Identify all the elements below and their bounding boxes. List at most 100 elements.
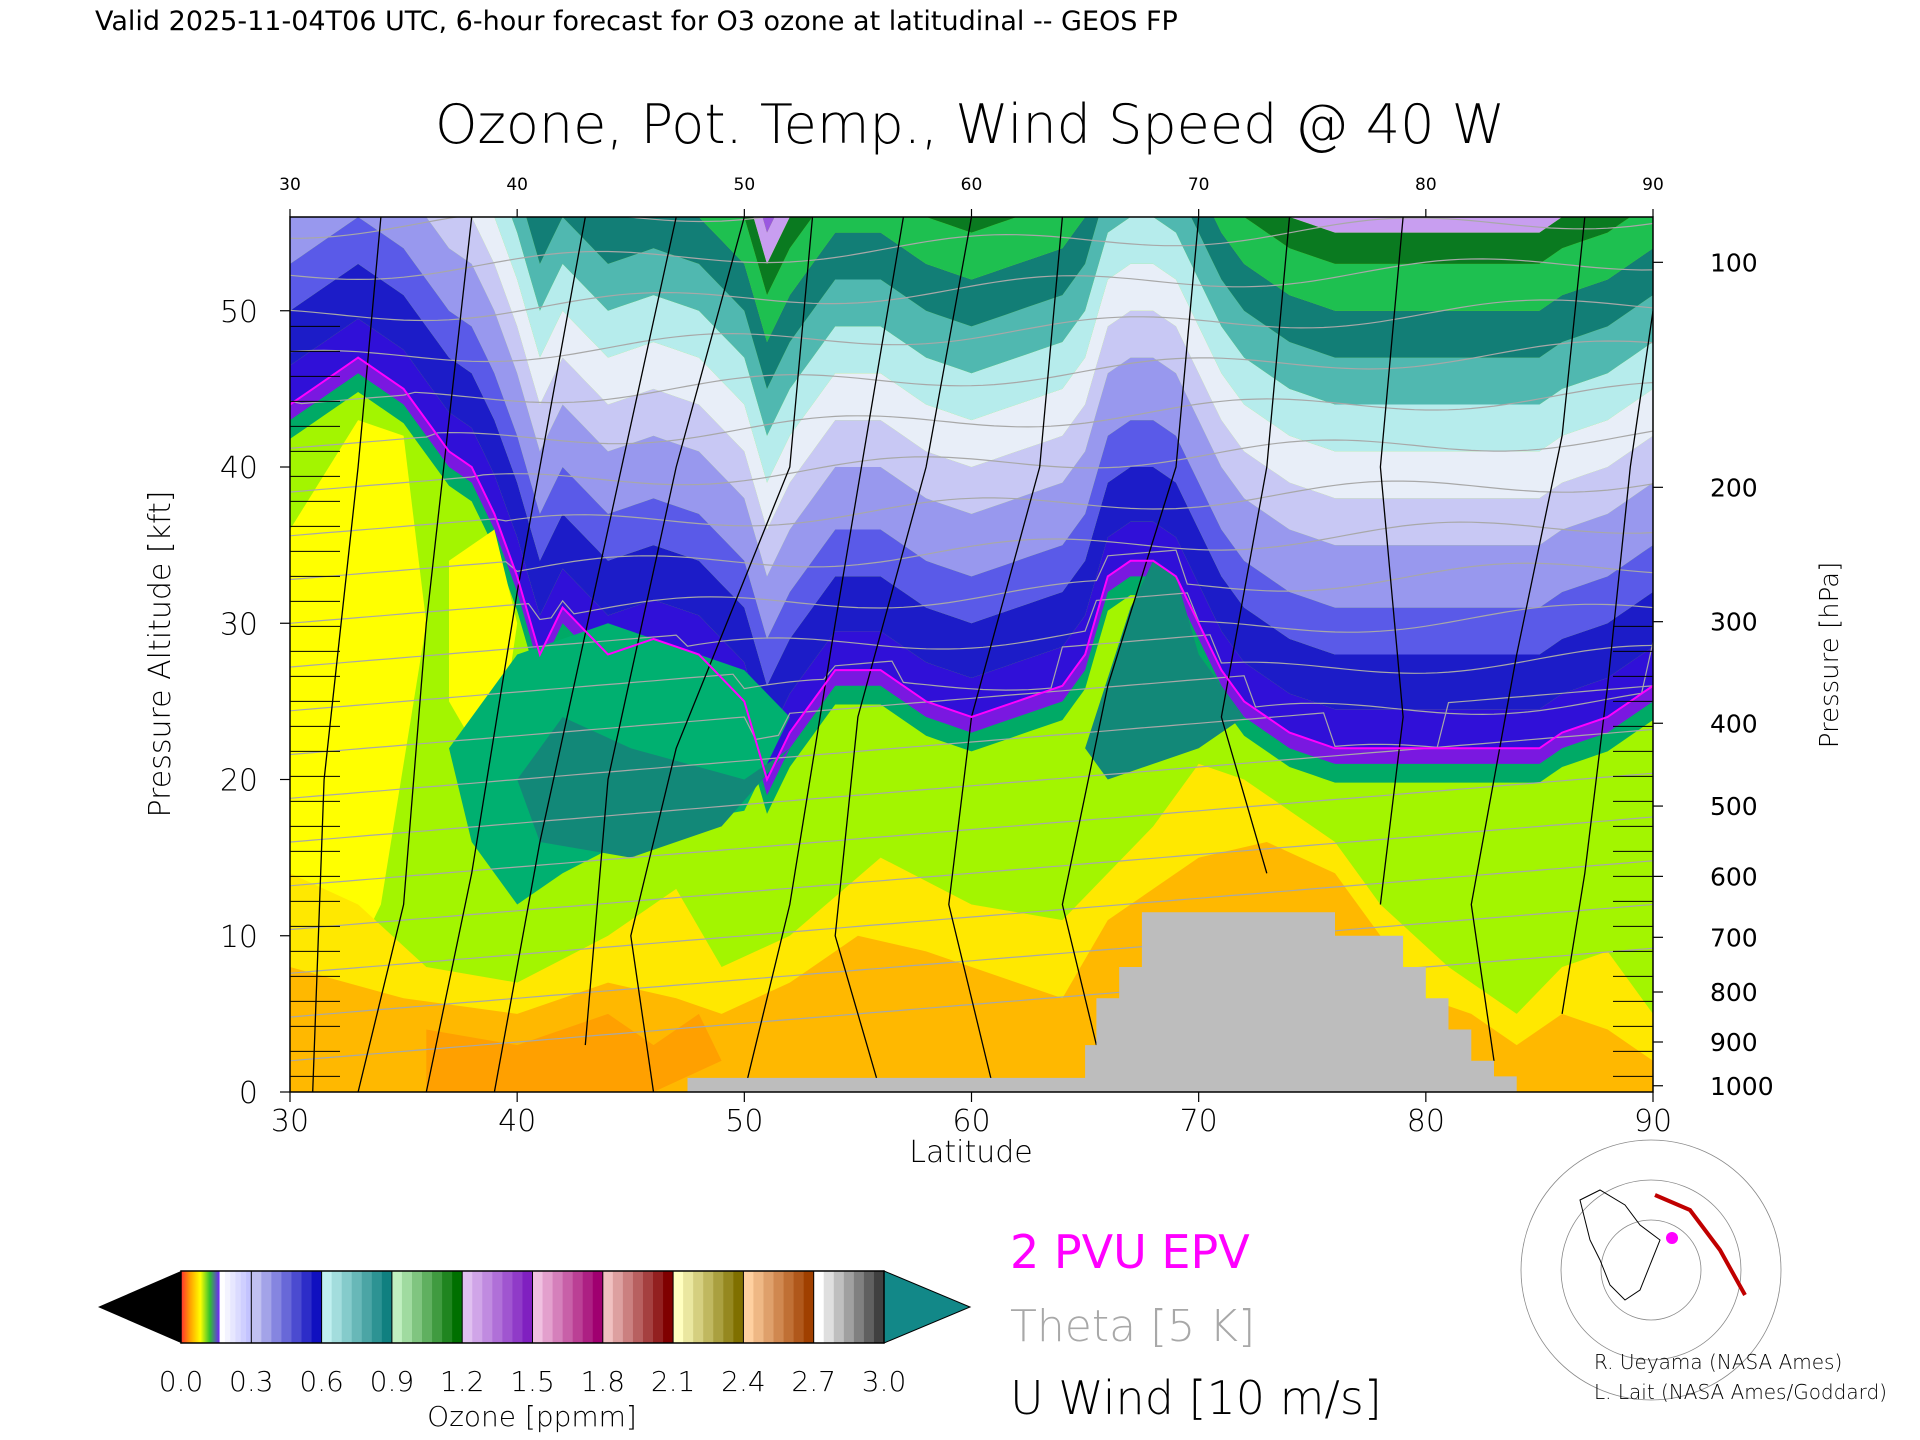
colorbar-tick-labels: 0.0 0.3 0.6 0.9 1.2 1.5 1.8 2.1 2.4 2.7 3.0 — [159, 1365, 907, 1398]
colorbar-segment — [733, 1271, 744, 1343]
colorbar-tick-label: 2.4 — [721, 1365, 766, 1398]
colorbar-segment — [311, 1271, 323, 1343]
colorbar-segment — [230, 1271, 236, 1343]
stratosphere-band — [744, 217, 1631, 296]
colorbar-segment — [351, 1271, 363, 1343]
colorbar-segment — [422, 1271, 433, 1343]
y2-tick-label: 1000 — [1710, 1072, 1774, 1101]
theta-contour-line — [290, 816, 1653, 931]
inset-location-dot — [1666, 1232, 1678, 1244]
inset-section-line — [1654, 1193, 1747, 1296]
theta-contour-line — [290, 641, 1653, 756]
stratosphere-band — [471, 217, 1653, 530]
colorbar-low-arrow — [98, 1271, 181, 1343]
colorbar-segment — [281, 1271, 292, 1343]
colorbar-segment — [723, 1271, 734, 1343]
colorbar-segment — [833, 1271, 845, 1343]
inset-graticule — [1560, 1179, 1742, 1361]
x-tick-label: 60 — [952, 1104, 990, 1139]
x-top-tick-label: 30 — [279, 175, 301, 195]
u-wind-contour-line — [834, 217, 973, 1092]
x-tick-label: 70 — [1180, 1104, 1218, 1139]
inset-map-bg — [1552, 1160, 1750, 1310]
credit-2: L. Lait (NASA Ames/Goddard) — [1594, 1380, 1887, 1404]
header-text: Valid 2025-11-04T06 UTC, 6-hour forecast… — [95, 6, 1178, 37]
colorbar-segment — [331, 1271, 343, 1343]
colorbar-segments — [180, 1271, 885, 1343]
chart-title: Ozone, Pot. Temp., Wind Speed @ 40 W — [435, 93, 1505, 156]
legend-uwind: U Wind [10 m/s] — [1010, 1371, 1382, 1425]
x-tick-label: 30 — [271, 1104, 309, 1139]
y-tick-label: 20 — [220, 764, 258, 799]
colorbar-tick-label: 0.9 — [370, 1365, 415, 1398]
stratosphere-band — [494, 217, 1653, 483]
x-tick-label: 40 — [498, 1104, 536, 1139]
colorbar-segment — [532, 1271, 544, 1343]
credit-1: R. Ueyama (NASA Ames) — [1594, 1350, 1842, 1374]
y2-tick-label: 400 — [1710, 709, 1758, 738]
colorbar-segment — [743, 1271, 754, 1343]
ozone-darkteal-patch — [517, 717, 790, 858]
colorbar-segment — [853, 1271, 865, 1343]
theta-contour-line — [290, 521, 1653, 581]
colorbar-segment — [632, 1271, 644, 1343]
colorbar-segment — [552, 1271, 564, 1343]
u-wind-contour-line — [357, 217, 473, 1092]
u-wind-contour-line — [493, 217, 677, 1092]
colorbar-tick-label: 1.5 — [510, 1365, 555, 1398]
stratosphere-band — [511, 217, 1653, 436]
u-wind-contour-line — [425, 217, 586, 1092]
u-wind-contour-line — [1220, 217, 1291, 874]
y2-tick-label: 300 — [1710, 608, 1758, 637]
colorbar-segment — [381, 1271, 393, 1343]
colorbar-segment — [452, 1271, 463, 1343]
y2-tick-label: 200 — [1710, 473, 1758, 502]
theta-contour-line — [290, 634, 1653, 712]
theta-contour-line — [290, 772, 1653, 887]
colorbar-segment — [411, 1271, 423, 1343]
colorbar-segment — [793, 1271, 805, 1343]
colorbar-segment — [653, 1271, 664, 1343]
inset-coastline — [1579, 1189, 1661, 1301]
y2-tick-label: 800 — [1710, 978, 1758, 1007]
x-top-tick-label: 90 — [1642, 175, 1664, 195]
colorbar-segment — [492, 1271, 503, 1343]
colorbar-segment — [391, 1271, 403, 1343]
colorbar-segment — [472, 1271, 483, 1343]
ozone-yellow-patch — [290, 420, 427, 999]
colorbar-segment — [813, 1271, 825, 1343]
colorbar-segment — [301, 1271, 313, 1343]
u-wind-contour-line — [584, 217, 745, 1046]
colorbar-segment — [582, 1271, 594, 1343]
theta-contour-line — [290, 340, 1653, 405]
u-wind-contour-line — [1470, 217, 1586, 1061]
colorbar-segment — [592, 1271, 604, 1343]
x-tick-label: 50 — [725, 1104, 763, 1139]
colorbar-segment — [873, 1271, 885, 1343]
colorbar-segment — [442, 1271, 453, 1343]
colorbar-segment — [246, 1271, 252, 1343]
colorbar-segment — [602, 1271, 614, 1343]
colorbar-segment — [235, 1271, 242, 1343]
colorbar-segment — [401, 1271, 413, 1343]
x-top-tick-label: 80 — [1415, 175, 1437, 195]
colorbar-segment — [803, 1271, 815, 1343]
theta-contour-line — [290, 592, 1653, 668]
colorbar-segment — [240, 1271, 247, 1343]
u-wind-contour-line — [1561, 310, 1653, 1015]
colorbar-segment — [224, 1271, 231, 1343]
colorbar-segment — [341, 1271, 353, 1343]
stratosphere-band — [290, 217, 1653, 686]
epv-2pvu-line — [290, 356, 1653, 783]
left-hatch-marks — [290, 325, 1653, 1077]
colorbar-segment — [251, 1271, 262, 1343]
terrain-mask — [687, 912, 1517, 1092]
colorbar-segment — [773, 1271, 785, 1343]
inset-graticule — [1600, 1219, 1702, 1321]
y-tick-label: 40 — [220, 451, 258, 486]
colorbar-segment — [432, 1271, 443, 1343]
colorbar-frame — [180, 1270, 885, 1344]
colorbar-segment — [572, 1271, 584, 1343]
colorbar-segment — [642, 1271, 654, 1343]
